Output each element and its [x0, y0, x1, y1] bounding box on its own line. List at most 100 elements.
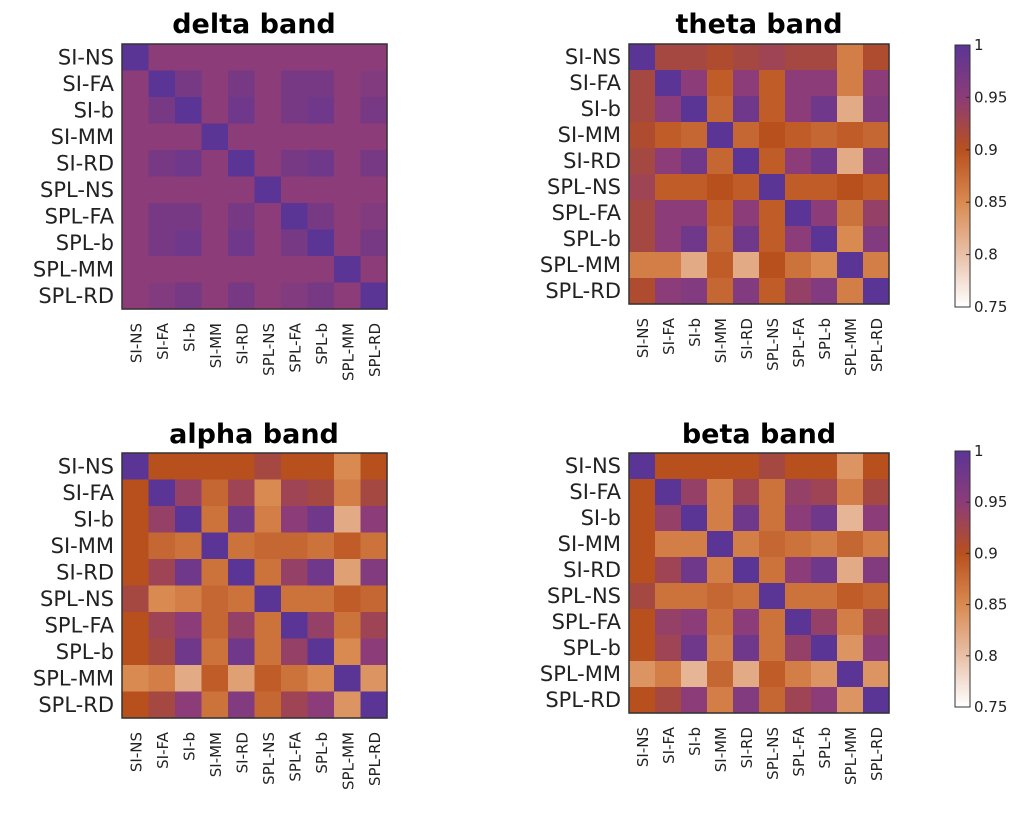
x-tick-label: SI-RD — [738, 727, 756, 768]
heatmap-cell — [281, 70, 309, 98]
heatmap-cell — [707, 453, 734, 480]
heatmap-cell — [811, 661, 838, 688]
colorbar-tick-label: 1 — [974, 442, 984, 460]
heatmap-cell — [122, 585, 150, 613]
heatmap-cell — [811, 557, 838, 584]
colorbar-tick-label: 0.95 — [974, 88, 1007, 106]
heatmap-cell — [759, 583, 786, 610]
heatmap-cell — [122, 665, 150, 693]
y-tick-label: SPL-FA — [45, 204, 115, 228]
x-tick-label: SPL-RD — [366, 732, 384, 786]
heatmap-cell — [201, 97, 229, 125]
heatmap-cell — [785, 479, 812, 506]
heatmap-cell — [175, 691, 203, 719]
heatmap-cell — [785, 531, 812, 558]
y-tick-label: SI-MM — [558, 532, 621, 556]
heatmap-cell — [201, 665, 229, 693]
heatmap-cell — [201, 612, 229, 640]
heatmap-cell — [681, 479, 708, 506]
heatmap-cell — [334, 229, 362, 257]
heatmap-cell — [122, 70, 150, 98]
heatmap-cell — [681, 453, 708, 480]
heatmap-cell — [785, 226, 812, 253]
heatmap-cell — [360, 559, 388, 587]
y-tick-label: SI-b — [74, 507, 114, 531]
heatmap-panel-3: beta bandSI-NSSI-FASI-bSI-MMSI-RDSPL-NSS… — [540, 419, 1008, 785]
heatmap-cell — [254, 453, 282, 481]
heatmap-cell — [707, 252, 734, 279]
heatmap-cell — [629, 174, 656, 201]
heatmap-cell — [655, 70, 682, 97]
heatmap-cell — [307, 453, 335, 481]
heatmap-cell — [307, 506, 335, 534]
heatmap-cell — [707, 479, 734, 506]
heatmap-cell — [785, 96, 812, 123]
heatmap-cell — [254, 44, 282, 72]
x-tick-label: SI-NS — [634, 727, 652, 767]
heatmap-cell — [655, 174, 682, 201]
heatmap-cell — [707, 583, 734, 610]
heatmap-cell — [733, 122, 760, 149]
heatmap-cell — [254, 123, 282, 151]
heatmap-cell — [811, 200, 838, 227]
heatmap-cell — [681, 609, 708, 636]
heatmap-cell — [759, 70, 786, 97]
heatmap-cell — [759, 252, 786, 279]
heatmap-cell — [629, 531, 656, 558]
heatmap-cell — [655, 687, 682, 714]
y-tick-label: SI-b — [74, 98, 114, 122]
x-tick-label: SI-FA — [660, 317, 678, 355]
heatmap-cell — [837, 609, 864, 636]
heatmap-cell — [655, 661, 682, 688]
x-tick-label: SPL-b — [313, 323, 331, 365]
x-tick-label: SPL-NS — [764, 318, 782, 371]
heatmap-cell — [122, 612, 150, 640]
heatmap-cell — [228, 256, 256, 284]
heatmap-cell — [837, 531, 864, 558]
heatmap-cell — [334, 638, 362, 666]
y-tick-label: SI-RD — [563, 149, 621, 173]
heatmap-cell — [254, 176, 282, 204]
heatmap-cell — [681, 661, 708, 688]
heatmap-cell — [281, 612, 309, 640]
colorbar: 1 0.95 0.9 0.85 0.8 0.75 — [954, 36, 1007, 316]
heatmap-cell — [360, 691, 388, 719]
heatmap-cell — [360, 506, 388, 534]
heatmap-cell — [863, 583, 890, 610]
heatmap-cell — [629, 453, 656, 480]
x-tick-label: SPL-NS — [260, 732, 278, 785]
heatmap-cell — [837, 505, 864, 532]
heatmap-cell — [201, 585, 229, 613]
heatmap-cell — [785, 148, 812, 175]
heatmap-cell — [733, 453, 760, 480]
y-tick-label: SPL-MM — [540, 662, 621, 686]
heatmap-cell — [360, 479, 388, 507]
y-tick-label: SI-NS — [58, 45, 114, 69]
heatmap-cell — [837, 687, 864, 714]
heatmap-cell — [281, 559, 309, 587]
heatmap-cell — [785, 557, 812, 584]
heatmap-cell — [811, 453, 838, 480]
heatmap-cell — [733, 174, 760, 201]
heatmap-cell — [360, 123, 388, 151]
heatmap-cell — [281, 176, 309, 204]
colorbar-tick-label: 0.85 — [974, 193, 1007, 211]
heatmap-cell — [759, 687, 786, 714]
y-tick-label: SI-RD — [563, 558, 621, 582]
heatmap-cell — [228, 585, 256, 613]
heatmap-cell — [175, 532, 203, 560]
heatmap-cell — [655, 609, 682, 636]
heatmap-cell — [733, 609, 760, 636]
heatmap-cell — [629, 70, 656, 97]
heatmap-cell — [759, 479, 786, 506]
heatmap-cell — [228, 150, 256, 178]
heatmap-cell — [681, 635, 708, 662]
heatmap-cell — [334, 150, 362, 178]
heatmap-cell — [733, 661, 760, 688]
x-tick-label: SI-NS — [634, 318, 652, 358]
heatmap-panel-0: delta bandSI-NSSI-FASI-bSI-MMSI-RDSPL-NS… — [33, 9, 388, 381]
y-tick-label: SPL-RD — [545, 279, 621, 303]
heatmap-cell — [681, 226, 708, 253]
heatmap-cell — [254, 479, 282, 507]
heatmap-cell — [733, 635, 760, 662]
